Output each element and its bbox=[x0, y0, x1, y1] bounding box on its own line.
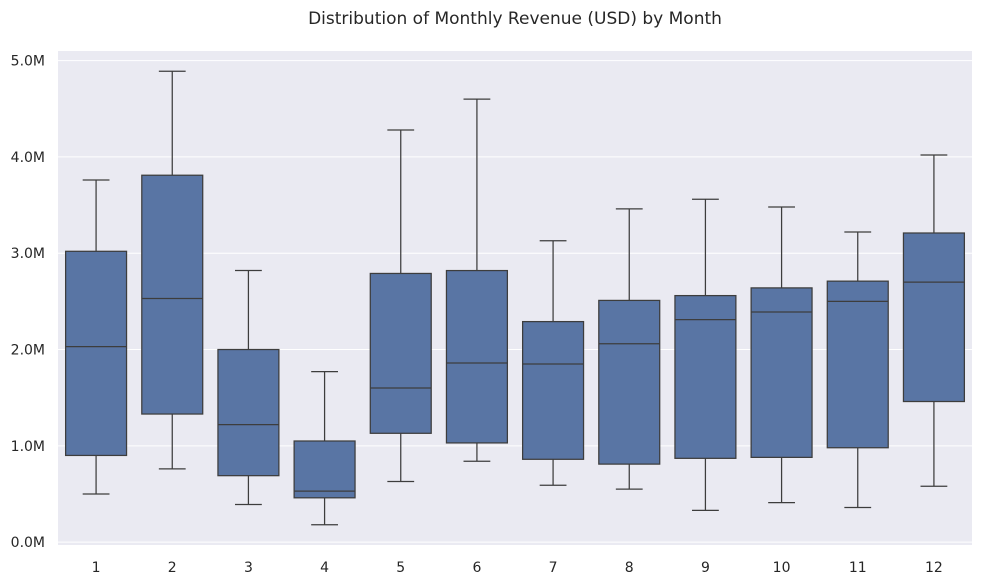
plot-area-background bbox=[58, 51, 972, 545]
iqr-box bbox=[141, 174, 204, 415]
box-group-month-12 bbox=[902, 154, 966, 487]
iqr-box bbox=[826, 280, 889, 449]
y-axis-ticks: 0.0M 1.0M 2.0M 3.0M 4.0M 5.0M bbox=[11, 54, 45, 551]
x-tick-label: 7 bbox=[549, 560, 558, 576]
box-group-month-8 bbox=[598, 208, 661, 490]
y-tick-label: 2.0M bbox=[11, 343, 45, 359]
iqr-box bbox=[598, 299, 661, 465]
boxes-layer bbox=[64, 70, 966, 526]
x-tick-label: 2 bbox=[168, 560, 177, 576]
box-group-month-2 bbox=[141, 70, 204, 470]
box-group-month-4 bbox=[293, 371, 356, 526]
y-tick-label: 0.0M bbox=[11, 535, 45, 551]
box-group-month-5 bbox=[369, 129, 432, 483]
iqr-box bbox=[369, 272, 432, 434]
x-tick-label: 11 bbox=[849, 560, 867, 576]
box-group-month-11 bbox=[826, 231, 889, 509]
x-tick-label: 9 bbox=[701, 560, 710, 576]
x-tick-label: 6 bbox=[472, 560, 481, 576]
x-tick-label: 5 bbox=[396, 560, 405, 576]
iqr-box bbox=[750, 287, 813, 458]
iqr-box bbox=[64, 250, 128, 457]
x-tick-label: 8 bbox=[625, 560, 634, 576]
y-tick-label: 1.0M bbox=[11, 439, 45, 455]
box-group-month-7 bbox=[521, 240, 585, 486]
iqr-box bbox=[217, 348, 280, 477]
chart-title: Distribution of Monthly Revenue (USD) by… bbox=[308, 9, 722, 29]
x-tick-label: 1 bbox=[92, 560, 101, 576]
box-group-month-6 bbox=[445, 98, 509, 462]
iqr-box bbox=[521, 320, 585, 460]
y-tick-label: 3.0M bbox=[11, 246, 45, 262]
iqr-box bbox=[902, 232, 966, 403]
x-tick-label: 3 bbox=[244, 560, 253, 576]
box-group-month-9 bbox=[674, 198, 737, 511]
iqr-box bbox=[674, 294, 737, 459]
x-tick-label: 12 bbox=[925, 560, 943, 576]
iqr-box bbox=[293, 440, 356, 499]
iqr-box bbox=[445, 269, 509, 444]
box-group-month-3 bbox=[217, 269, 280, 506]
x-tick-label: 10 bbox=[773, 560, 791, 576]
box-group-month-10 bbox=[750, 206, 813, 504]
x-tick-label: 4 bbox=[320, 560, 329, 576]
box-group-month-1 bbox=[64, 179, 128, 495]
y-tick-label: 4.0M bbox=[11, 150, 45, 166]
x-axis-ticks: 1 2 3 4 5 6 7 8 9 10 11 12 bbox=[92, 560, 943, 576]
grid-layer bbox=[58, 60, 972, 543]
y-tick-label: 5.0M bbox=[11, 54, 45, 70]
